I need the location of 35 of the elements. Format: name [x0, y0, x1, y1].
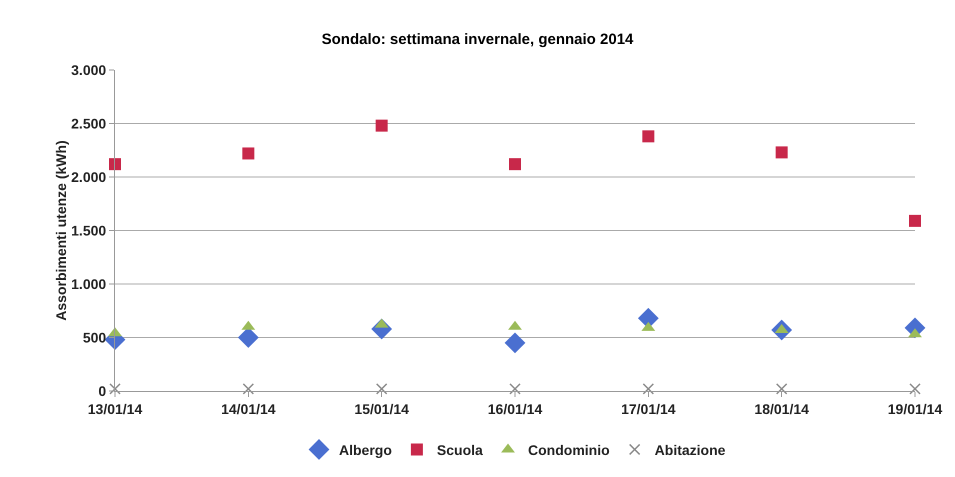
point [776, 383, 788, 395]
y-axis-title: Assorbimenti utenze (kWh) [53, 140, 70, 321]
y-tick-label: 1.500 [71, 222, 106, 238]
x-tick-label: 13/01/14 [88, 400, 142, 417]
point [909, 214, 921, 227]
y-tick-label: 0 [98, 382, 106, 399]
legend-label: Condominio [528, 442, 610, 458]
point [242, 147, 254, 160]
point [242, 383, 254, 395]
point [776, 146, 788, 158]
point [376, 120, 388, 132]
x-tick-label: 17/01/14 [621, 400, 676, 417]
x-tick-label: 14/01/14 [221, 400, 276, 417]
x-tick-label: 19/01/14 [888, 400, 942, 417]
point [509, 383, 521, 395]
point [109, 383, 121, 395]
point [642, 383, 654, 395]
legend-label: Abitazione [654, 442, 726, 458]
x-tick-label: 15/01/14 [354, 400, 410, 417]
legend-label: Albergo [339, 442, 392, 458]
y-tick-label: 1.000 [71, 276, 106, 292]
point [504, 332, 526, 354]
x-tick-label: 16/01/14 [488, 400, 542, 417]
y-tick-label: 2.500 [71, 115, 106, 132]
point [509, 158, 521, 170]
point [909, 383, 921, 395]
x-tick-label: 18/01/14 [754, 400, 810, 417]
y-tick-label: 3.000 [71, 62, 106, 78]
point [109, 158, 121, 170]
point [376, 383, 388, 395]
legend-label: Scuola [436, 442, 484, 458]
chart-title: Sondalo: settimana invernale, gennaio 2014 [322, 30, 634, 48]
y-tick-label: 500 [82, 329, 106, 346]
y-tick-label: 2.000 [71, 168, 106, 185]
point [642, 130, 654, 142]
